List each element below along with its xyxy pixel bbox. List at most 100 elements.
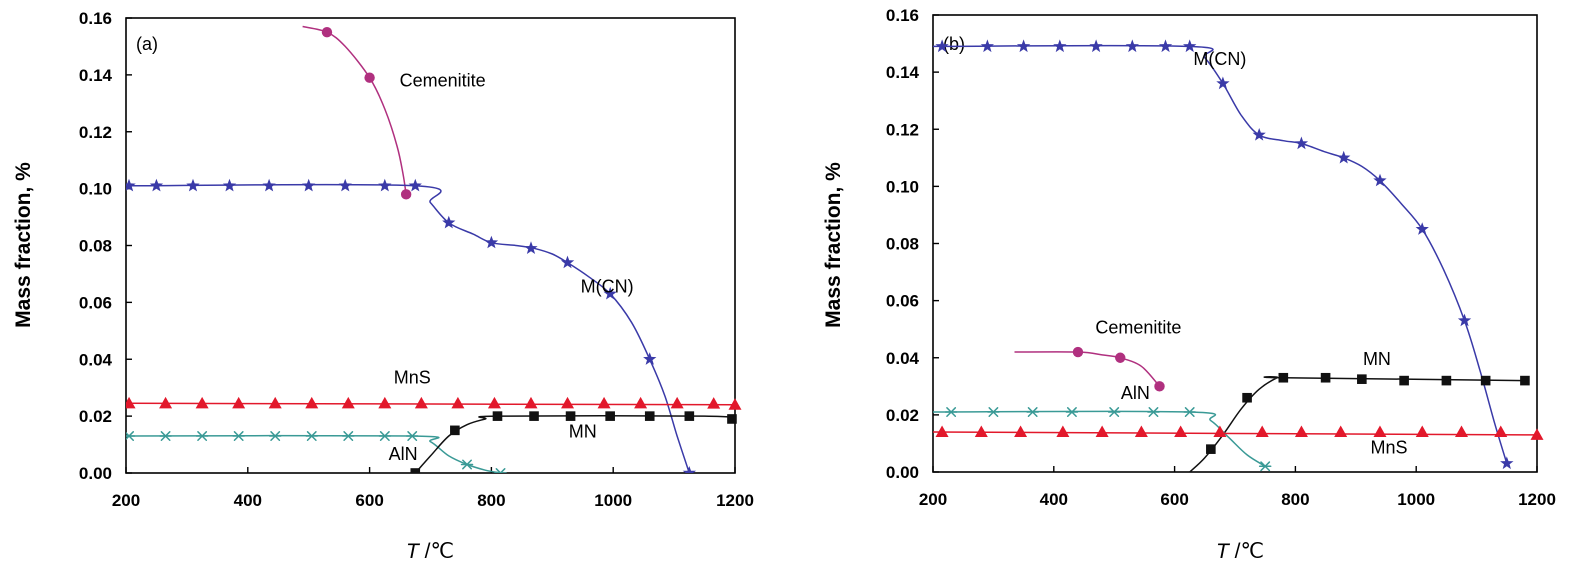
y-tick-label: 0.08 (886, 235, 919, 254)
y-tick-label: 0.12 (886, 120, 919, 139)
data-point (305, 396, 319, 409)
panel-label: (a) (136, 34, 158, 54)
data-point (305, 431, 318, 441)
data-point (232, 396, 246, 409)
data-point (1026, 407, 1039, 417)
data-point (1174, 425, 1188, 438)
data-point (341, 396, 355, 409)
data-point (603, 286, 617, 300)
data-point (1213, 425, 1227, 438)
data-point (195, 431, 209, 441)
data-point (321, 27, 333, 38)
series-mn (410, 411, 737, 473)
chart-panel-a: (a) Mass fraction, % T /℃ 200 400 600 800 10… (12, 9, 754, 563)
y-axis-label: Mass fraction, % (12, 162, 35, 328)
series-annotation: Cemenitite (1095, 317, 1181, 337)
data-point (268, 396, 282, 409)
data-point (524, 241, 538, 254)
data-point (707, 397, 721, 409)
data-point (1337, 150, 1351, 164)
data-point (561, 396, 575, 409)
x-tick-label: 400 (234, 491, 262, 510)
data-point (410, 468, 421, 473)
data-point (342, 431, 355, 441)
series-annotation: M(CN) (581, 276, 634, 296)
x-tick-label: 200 (112, 491, 140, 510)
data-point (159, 396, 173, 409)
asterisk-stroke (1184, 407, 1195, 417)
series-line (126, 183, 691, 473)
data-point (408, 178, 422, 192)
data-point (378, 178, 392, 192)
asterisk-stroke (1027, 407, 1038, 417)
asterisk-stroke (1260, 461, 1271, 472)
data-point (1373, 173, 1387, 187)
x-tick-label: 1200 (716, 491, 754, 510)
asterisk-stroke (407, 431, 418, 441)
y-tick-label: 0.04 (79, 350, 113, 369)
series-line (302, 25, 407, 195)
data-point (643, 352, 657, 365)
data-point (492, 411, 503, 421)
series-annotation: Cemenitite (400, 70, 486, 90)
data-point (1072, 346, 1084, 358)
y-tick-label: 0.06 (79, 293, 112, 312)
series-annotation: AlN (389, 444, 418, 464)
data-point (1125, 39, 1139, 53)
chart-panel-b: (b) Mass fraction, % T /℃ 200 400 600 800 10… (822, 6, 1556, 563)
y-tick-label: 0.10 (79, 180, 112, 199)
series-line (933, 431, 1538, 436)
data-point (605, 411, 615, 421)
series-m-cn- (126, 178, 696, 473)
data-point (126, 396, 136, 409)
data-point (405, 431, 419, 441)
asterisk-stroke (495, 468, 502, 473)
y-tick-label: 0.14 (886, 63, 920, 82)
data-point (1334, 425, 1348, 438)
data-point (728, 398, 742, 410)
series-annotation: M(CN) (1193, 49, 1246, 69)
series-annotation: MN (1363, 349, 1391, 369)
data-point (727, 414, 737, 424)
data-point (1147, 407, 1160, 417)
data-point (1154, 381, 1165, 392)
series-cementite (1014, 346, 1165, 392)
data-point (232, 431, 245, 441)
asterisk-stroke (1148, 407, 1159, 417)
data-point (268, 431, 282, 441)
series-annotation: AlN (1121, 383, 1150, 403)
asterisk-stroke (499, 468, 506, 473)
data-point (1115, 352, 1126, 363)
data-point (1455, 425, 1468, 438)
data-point (682, 466, 696, 473)
asterisk-stroke (462, 459, 472, 470)
data-point (1095, 425, 1109, 438)
data-point (1216, 76, 1230, 90)
data-point (1065, 407, 1079, 417)
data-point (1441, 375, 1452, 386)
data-point (1107, 407, 1121, 417)
data-point (494, 468, 507, 473)
data-point (460, 459, 474, 470)
y-axis-label: Mass fraction, % (822, 162, 845, 328)
series-m-cn- (933, 39, 1514, 470)
data-point (565, 411, 576, 421)
asterisk-stroke (197, 431, 208, 441)
data-point (1415, 425, 1429, 438)
data-point (451, 396, 465, 409)
data-point (302, 178, 316, 192)
series-mns (933, 425, 1544, 440)
data-point (524, 396, 538, 409)
y-tick-label: 0.06 (886, 292, 919, 311)
series-aln (933, 407, 1272, 472)
data-point (414, 396, 428, 409)
data-point (1494, 425, 1508, 438)
data-point (1294, 136, 1309, 150)
series-annotation: MN (569, 421, 597, 441)
data-point (597, 396, 611, 409)
x-axis-symbol: T (406, 540, 421, 563)
data-point (262, 178, 276, 192)
data-point (1089, 39, 1103, 53)
x-axis-unit: /℃ (419, 540, 454, 563)
